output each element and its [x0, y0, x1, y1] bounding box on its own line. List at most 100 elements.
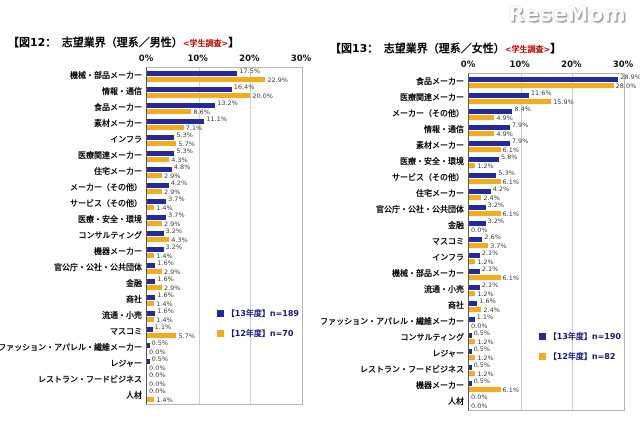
value-label: 0.0% — [149, 387, 166, 395]
chart-row: マスコミ 2.6% 3.7% — [432, 234, 624, 250]
bar-12nendo — [147, 333, 177, 338]
bar-12nendo — [147, 397, 155, 402]
bar-12nendo — [469, 211, 501, 216]
category-label: 金融 — [448, 221, 464, 230]
bar-12nendo — [469, 131, 495, 136]
legend-label: 【12年度】n=82 — [548, 352, 616, 362]
chart-row: 情報・通信 7.9% 4.9% — [424, 122, 624, 138]
bar-13nendo — [147, 358, 150, 364]
value-label: 7.9% — [511, 137, 529, 145]
bar-13nendo — [469, 92, 529, 98]
chart-row: 機器メーカー 3.2% 1.4% — [94, 244, 302, 260]
chart-row: 情報・通信 16.4% 20.0% — [102, 84, 302, 100]
bar-13nendo — [147, 150, 175, 156]
category-label: 素材メーカー — [94, 119, 142, 128]
value-label: 2.9% — [163, 172, 181, 180]
bar-13nendo — [469, 332, 472, 338]
axis-tick: 20% — [239, 54, 260, 64]
legend-swatch-13-icon — [216, 310, 224, 318]
value-label: 1.4% — [156, 396, 173, 404]
chart-title-note: <学生調査> — [504, 45, 551, 54]
bar-13nendo — [469, 188, 491, 194]
value-label: 0.0% — [149, 348, 166, 356]
chart-row: 医療・安全・環境 3.7% 2.9% — [78, 211, 302, 228]
legend-swatch-12-icon — [538, 353, 546, 361]
category-label: マスコミ — [432, 237, 464, 246]
bar-13nendo — [147, 326, 153, 332]
value-label: 1.6% — [157, 259, 174, 267]
chart-panel-fig12: 【図12： 志望業界（理系／男性）<学生調査>】 0% 10% 20% 30% … — [0, 34, 320, 405]
bar-13nendo — [147, 166, 172, 172]
value-label: 5.7% — [178, 140, 195, 148]
value-label: 0.0% — [471, 322, 488, 330]
axis-tick: 0% — [138, 54, 154, 64]
bar-12nendo — [147, 77, 266, 82]
bar-13nendo — [469, 236, 483, 242]
value-label: 5.3% — [176, 147, 193, 155]
category-label: 人材 — [126, 391, 142, 400]
bar-13nendo — [147, 134, 175, 140]
chart-title-note: <学生調査> — [182, 39, 229, 48]
bar-13nendo — [147, 278, 156, 284]
bar-12nendo — [147, 317, 155, 322]
chart-panel-fig13: 【図13： 志望業界（理系／女性）<学生調査>】 0% 10% 20% 30% … — [320, 40, 640, 411]
chart-row: 素材メーカー 11.1% 7.1% — [94, 116, 302, 132]
value-label: 4.3% — [171, 236, 188, 244]
category-label: 医療・安全・環境 — [78, 215, 142, 224]
value-label: 2.1% — [481, 249, 499, 257]
bar-12nendo — [469, 115, 495, 120]
category-label: 食品メーカー — [416, 77, 464, 86]
chart-row: レジャー 0.5% 1.2% — [432, 346, 624, 362]
chart-row: 医療関連メーカー 5.3% 4.3% — [78, 147, 302, 164]
value-label: 1.6% — [479, 297, 496, 305]
axis-tick: 20% — [561, 60, 582, 70]
value-label: 3.7% — [168, 211, 185, 219]
value-label: 17.5% — [239, 67, 261, 75]
legend-label: 【13年度】n=189 — [226, 309, 299, 319]
chart-row: ファッション・アパレル・繊維メーカー 1.1% 0.0% — [320, 314, 624, 330]
chart-row: 流通・小売 2.1% 1.2% — [424, 281, 624, 298]
category-label: コンサルティング — [78, 231, 142, 240]
category-label: ファッション・アパレル・繊維メーカー — [0, 343, 142, 352]
value-label: 28.9% — [620, 73, 640, 81]
bar-12nendo — [147, 237, 170, 242]
chart-row: 金融 3.2% 0.0% — [448, 218, 624, 234]
gridline-20pct — [250, 68, 252, 404]
category-label: レストラン・フードビジネス — [38, 375, 142, 384]
bar-12nendo — [469, 307, 482, 312]
value-label: 1.6% — [157, 291, 174, 299]
plot-area: 食品メーカー 28.9% 28.0% 医療関連メーカー 11.6% 15.9% メーカー（そ… — [320, 73, 640, 411]
chart-title-close: 】 — [228, 36, 240, 49]
value-label: 6.1% — [502, 178, 520, 186]
value-label: 5.3% — [176, 131, 193, 139]
legend-item-12: 【12年度】n=70 — [216, 328, 299, 339]
legend-item-12: 【12年度】n=82 — [538, 351, 621, 362]
bar-12nendo — [469, 147, 501, 152]
chart-row: 素材メーカー 7.9% 6.1% — [416, 137, 624, 154]
chart-row: 住宅メーカー 4.8% 2.9% — [94, 164, 302, 180]
chart-row: 食品メーカー 28.9% 28.0% — [416, 74, 640, 90]
chart-title: 【図12： 志望業界（理系／男性）<学生調査>】 — [8, 34, 320, 50]
legend-swatch-13-icon — [538, 333, 546, 341]
category-label: サービス（その他） — [70, 199, 142, 208]
category-label: 機械・部品メーカー — [392, 269, 464, 278]
value-label: 0.0% — [149, 364, 166, 372]
value-label: 6.1% — [502, 146, 520, 154]
chart-row: マスコミ 1.1% 5.7% — [110, 324, 302, 340]
chart-row: メーカー（その他） 4.2% 2.9% — [70, 180, 302, 196]
bar-13nendo — [469, 284, 480, 290]
chart-row: 医療関連メーカー 11.6% 15.9% — [400, 90, 624, 106]
value-label: 0.0% — [471, 402, 488, 410]
bar-12nendo — [469, 339, 476, 344]
bar-13nendo — [147, 198, 167, 204]
value-label: 8.4% — [514, 105, 531, 113]
chart-row: 官公庁・公社・公共団体 3.2% 6.1% — [376, 202, 624, 218]
bar-13nendo — [469, 140, 510, 146]
bar-13nendo — [147, 118, 205, 124]
chart-row: サービス（その他） 5.3% 6.1% — [392, 170, 624, 186]
category-label: コンサルティング — [400, 333, 464, 342]
bar-12nendo — [469, 259, 476, 264]
chart-row: 機械・部品メーカー 2.1% 6.1% — [392, 266, 624, 282]
value-label: 0.5% — [151, 339, 169, 347]
value-label: 2.1% — [481, 281, 499, 289]
